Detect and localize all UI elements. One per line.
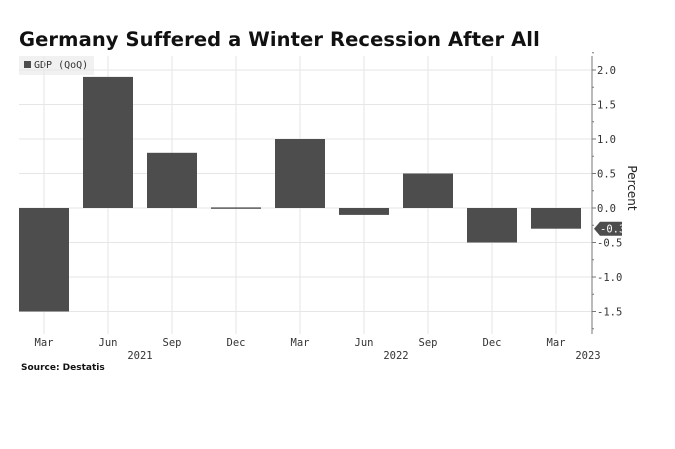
x-tick-label: Dec — [483, 337, 502, 349]
bar-sep-2 — [147, 152, 197, 208]
legend-label: GDP (QoQ) — [34, 60, 89, 71]
x-tick-label: Dec — [227, 337, 246, 349]
last-value-marker — [594, 221, 622, 236]
x-tick-label: Jun — [355, 337, 374, 349]
x-tick-label: Sep — [163, 337, 182, 349]
y-axis-label: Percent — [625, 165, 639, 210]
y-tick-label: -0.5 — [597, 238, 622, 250]
y-tick-label: 2.0 — [597, 65, 616, 77]
legend-swatch — [24, 61, 31, 68]
y-tick-label: 0.5 — [597, 169, 616, 181]
bar-dec-7 — [467, 208, 517, 243]
x-tick-label: Mar — [291, 337, 310, 349]
y-tick-label: 0.0 — [597, 203, 616, 215]
x-axis-labels: Mar Jun Sep Dec Mar Jun Sep Dec Mar 2021 2022 2023 — [35, 337, 601, 362]
y-axis: 2.0 1.5 1.0 0.5 0.0 -0.5 -1.0 -1.5 -0.3 — [591, 52, 625, 334]
bar-dec-3 — [211, 207, 261, 209]
x-year-label: 2022 — [383, 350, 408, 362]
chart-title: Germany Suffered a Winter Recession Afte… — [19, 28, 540, 51]
last-value-label: -0.3 — [600, 224, 625, 236]
y-tick-label: -1.5 — [597, 307, 622, 319]
x-year-label: 2023 — [575, 350, 600, 362]
y-tick-label: 1.0 — [597, 134, 616, 146]
y-tick-label: -1.0 — [597, 272, 622, 284]
x-tick-label: Mar — [547, 337, 566, 349]
source-note: Source: Destatis — [21, 363, 105, 373]
y-tick-label: 1.5 — [597, 100, 616, 112]
x-year-label: 2021 — [127, 350, 152, 362]
bar-mar-8 — [531, 208, 581, 229]
x-tick-label: Jun — [99, 337, 118, 349]
bar-jun-5 — [339, 208, 389, 215]
bar-mar-0 — [19, 208, 69, 312]
x-tick-label: Mar — [35, 337, 54, 349]
bar-sep-6 — [403, 173, 453, 208]
bars — [19, 76, 581, 312]
bar-jun-1 — [83, 76, 133, 209]
x-tick-label: Sep — [419, 337, 438, 349]
bar-mar-4 — [275, 139, 325, 208]
